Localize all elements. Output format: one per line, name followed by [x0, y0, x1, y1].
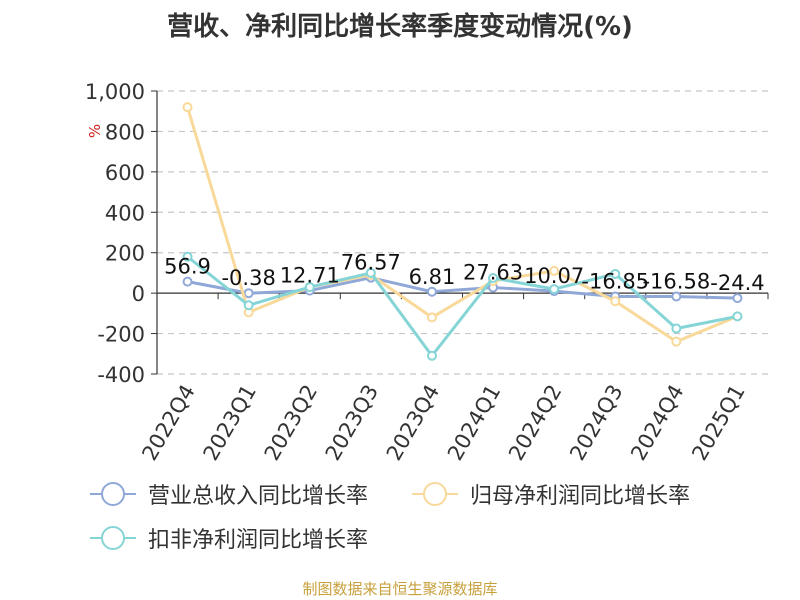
y-tick-label: 0 — [132, 282, 145, 306]
legend-swatch-deducted-profit — [90, 525, 136, 551]
data-point-1 — [549, 265, 560, 276]
y-tick-label: -200 — [97, 323, 145, 347]
data-point-2 — [426, 350, 437, 361]
legend-swatch-revenue — [90, 481, 136, 507]
y-tick-label: -400 — [97, 363, 145, 387]
legend-label-deducted-profit: 扣非净利润同比增长率 — [148, 528, 369, 553]
x-tick-label: 2025Q1 — [687, 381, 749, 465]
series-line-1 — [186, 106, 739, 344]
data-point-0 — [732, 293, 743, 304]
y-tick-label: 800 — [105, 120, 145, 144]
legend-item-revenue[interactable]: 营业总收入同比增长率 — [90, 478, 368, 510]
data-point-1 — [610, 296, 621, 307]
data-point-0 — [671, 291, 682, 302]
series-layer — [182, 102, 743, 361]
data-point-1 — [182, 102, 193, 113]
x-tick-label: 2022Q4 — [137, 381, 199, 465]
x-tick-label: 2023Q4 — [382, 381, 444, 465]
data-point-2 — [182, 251, 193, 262]
data-label: 10.07 — [524, 264, 584, 288]
data-point-2 — [304, 282, 315, 293]
data-point-2 — [671, 323, 682, 334]
x-tick-label: 2023Q2 — [260, 381, 322, 465]
data-label: -16.58 — [642, 269, 710, 293]
data-point-2 — [365, 267, 376, 278]
x-tick-label: 2023Q1 — [199, 381, 261, 465]
y-axis-label: % — [86, 124, 104, 138]
legend-swatch-net-profit — [412, 481, 458, 507]
source-note: 制图数据来自恒生聚源数据库 — [302, 580, 498, 598]
data-label: 12.71 — [280, 264, 340, 288]
data-label: -24.4 — [710, 271, 764, 295]
data-point-2 — [488, 272, 499, 283]
series-line-0 — [187, 276, 738, 300]
data-point-0 — [426, 286, 437, 297]
series-line-2 — [186, 255, 738, 358]
data-point-2 — [610, 268, 621, 279]
data-point-0 — [182, 276, 193, 287]
x-tick-label: 2024Q3 — [565, 381, 627, 465]
x-tick-label: 2024Q2 — [504, 381, 566, 465]
data-point-2 — [732, 311, 743, 322]
legend-item-deducted-profit[interactable]: 扣非净利润同比增长率 — [90, 522, 368, 554]
data-label: 76.57 — [341, 251, 401, 275]
legend-label-revenue: 营业总收入同比增长率 — [148, 484, 369, 509]
data-point-2 — [549, 284, 560, 295]
y-tick-label: 400 — [105, 201, 145, 225]
data-point-1 — [426, 312, 437, 323]
legend-label-net-profit: 归母净利润同比增长率 — [470, 484, 691, 509]
data-point-0 — [243, 288, 254, 299]
data-label: 6.81 — [409, 265, 456, 289]
x-tick-label: 2023Q3 — [321, 381, 383, 465]
y-tick-label: 200 — [105, 242, 145, 266]
x-tick-label: 2024Q4 — [626, 381, 688, 465]
data-label: -16.85 — [581, 270, 649, 294]
data-point-2 — [243, 300, 254, 311]
x-tick-label: 2024Q1 — [443, 381, 505, 465]
y-tick-label: 1,000 — [85, 80, 145, 104]
data-label: -0.38 — [221, 266, 275, 290]
data-point-1 — [671, 336, 682, 347]
y-tick-label: 600 — [105, 161, 145, 185]
chart-title: 营收、净利同比增长率季度变动情况(%) — [167, 12, 633, 42]
data-label: 56.9 — [164, 255, 211, 279]
legend-item-net-profit[interactable]: 归母净利润同比增长率 — [412, 478, 690, 510]
data-label: 27.63 — [463, 261, 523, 285]
